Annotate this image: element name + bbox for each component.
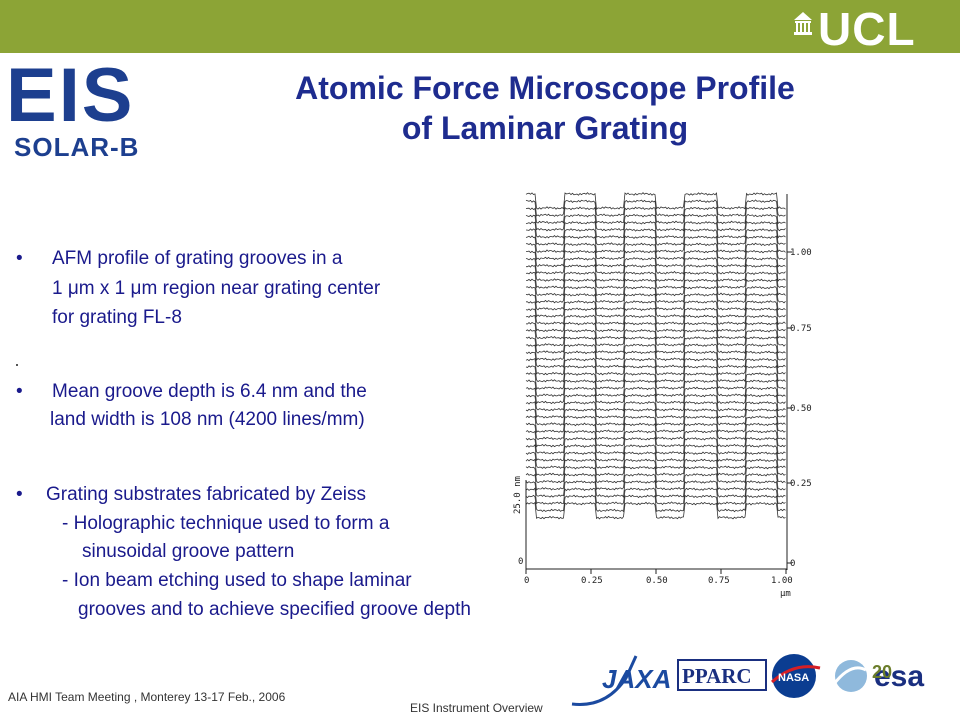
- bullet-1-line-3: for grating FL-8: [52, 307, 182, 328]
- profile-trace: [525, 429, 786, 448]
- profile-trace: [526, 249, 786, 268]
- bullet-3-line-4: - Ion beam etching used to shape laminar: [62, 570, 412, 591]
- profile-trace: [525, 256, 786, 275]
- jaxa-logo: JAXA: [571, 655, 671, 706]
- profile-trace: [525, 444, 786, 463]
- profile-trace: [525, 408, 786, 427]
- profile-trace: [525, 192, 786, 211]
- profile-trace: [525, 228, 786, 246]
- eis-logo: EIS: [6, 53, 135, 138]
- pparc-logo: PPARC: [677, 659, 767, 691]
- profile-trace: [525, 364, 786, 384]
- x-tick-label: 0.75: [708, 576, 730, 586]
- profile-trace: [525, 235, 786, 254]
- profile-trace: [525, 393, 786, 412]
- profile-trace: [525, 328, 786, 347]
- profile-trace: [525, 307, 786, 326]
- left-axis-label: 25.0 nm: [513, 476, 523, 514]
- bullet-1-line-1: AFM profile of grating grooves in a: [52, 248, 343, 269]
- partner-logos: JAXA PPARC NASA esa: [571, 654, 924, 706]
- nasa-logo: NASA: [770, 654, 821, 698]
- profile-trace: [525, 206, 786, 225]
- svg-text:JAXA: JAXA: [602, 664, 671, 694]
- solar-b-logo: SOLAR-B: [14, 132, 140, 162]
- bullet-1-line-2: 1 μm x 1 μm region near grating center: [52, 278, 381, 299]
- profile-trace: [525, 285, 786, 304]
- profile-trace: [525, 386, 786, 405]
- esa-logo: esa: [832, 660, 924, 693]
- slide-title: Atomic Force Microscope Profile of Lamin…: [190, 68, 900, 148]
- profile-trace: [525, 357, 786, 376]
- x-tick-label: 0.50: [646, 576, 668, 586]
- x-tick-label: 0.25: [581, 576, 603, 586]
- afm-profile-figure: 1.00 0.75 0.50 0.25 0 0 25.0 nm 0 0.25 0…: [513, 192, 812, 599]
- right-tick-label: 0: [790, 559, 795, 569]
- profile-trace: [525, 415, 786, 434]
- bullet-marker: •: [16, 484, 23, 505]
- profile-trace: [525, 321, 786, 340]
- svg-text:PPARC: PPARC: [682, 664, 752, 688]
- x-tick-label: 0: [524, 576, 529, 586]
- profile-trace: [525, 278, 786, 297]
- profile-trace: [525, 379, 786, 398]
- profile-trace: [525, 487, 786, 506]
- ucl-logo-text: UCL: [818, 3, 916, 55]
- right-tick-label: 0.25: [790, 479, 812, 489]
- profile-trace: [526, 263, 786, 283]
- profile-trace: [525, 494, 786, 513]
- profile-trace: [525, 372, 786, 390]
- right-tick-label: 1.00: [790, 248, 812, 258]
- ucl-portico-icon: [794, 12, 812, 35]
- x-unit-label: μm: [780, 589, 791, 599]
- footer-presentation-title: EIS Instrument Overview: [410, 701, 543, 715]
- profile-trace: [525, 314, 786, 333]
- profile-trace: [525, 199, 786, 217]
- bullet-2-line-2: land width is 108 nm (4200 lines/mm): [50, 409, 365, 430]
- profile-trace: [525, 458, 786, 477]
- profile-trace: [525, 422, 786, 441]
- profile-trace: [525, 350, 786, 369]
- profile-trace: [525, 479, 786, 498]
- profile-trace: [525, 336, 786, 355]
- bullet-3-line-5: grooves and to achieve specified groove …: [78, 599, 471, 620]
- right-tick-label: 0.75: [790, 324, 812, 334]
- profile-trace: [525, 343, 786, 362]
- x-tick-label: 1.00: [771, 576, 793, 586]
- profile-trace: [525, 242, 786, 261]
- profile-trace: [525, 451, 786, 470]
- bullet-3-line-3: sinusoidal groove pattern: [82, 541, 295, 562]
- profile-trace: [525, 472, 786, 491]
- svg-text:NASA: NASA: [778, 672, 809, 684]
- right-tick-label: 0.50: [790, 404, 812, 414]
- stray-dot: [16, 364, 18, 366]
- profile-trace: [525, 271, 786, 290]
- profile-trace: [526, 300, 786, 318]
- svg-text:esa: esa: [874, 660, 924, 693]
- profile-trace: [525, 501, 786, 520]
- profile-trace: [525, 220, 786, 240]
- title-line-1: Atomic Force Microscope Profile: [295, 70, 795, 106]
- profile-trace: [525, 436, 786, 455]
- page-number: 20: [872, 662, 893, 682]
- profile-trace: [525, 465, 786, 484]
- profile-trace: [525, 292, 786, 311]
- bullet-3-line-1: Grating substrates fabricated by Zeiss: [46, 484, 366, 505]
- bullet-marker: •: [16, 248, 23, 269]
- afm-profile-traces: [525, 192, 786, 520]
- bullet-marker: •: [16, 381, 23, 402]
- footer-meeting: AIA HMI Team Meeting , Monterey 13-17 Fe…: [8, 690, 286, 704]
- left-zero-label: 0: [518, 557, 523, 567]
- profile-trace: [525, 401, 786, 419]
- bullet-3-line-2: - Holographic technique used to form a: [62, 513, 390, 534]
- title-line-2: of Laminar Grating: [401, 110, 689, 146]
- bullet-2-line-1: Mean groove depth is 6.4 nm and the: [52, 381, 367, 402]
- profile-trace: [525, 213, 786, 232]
